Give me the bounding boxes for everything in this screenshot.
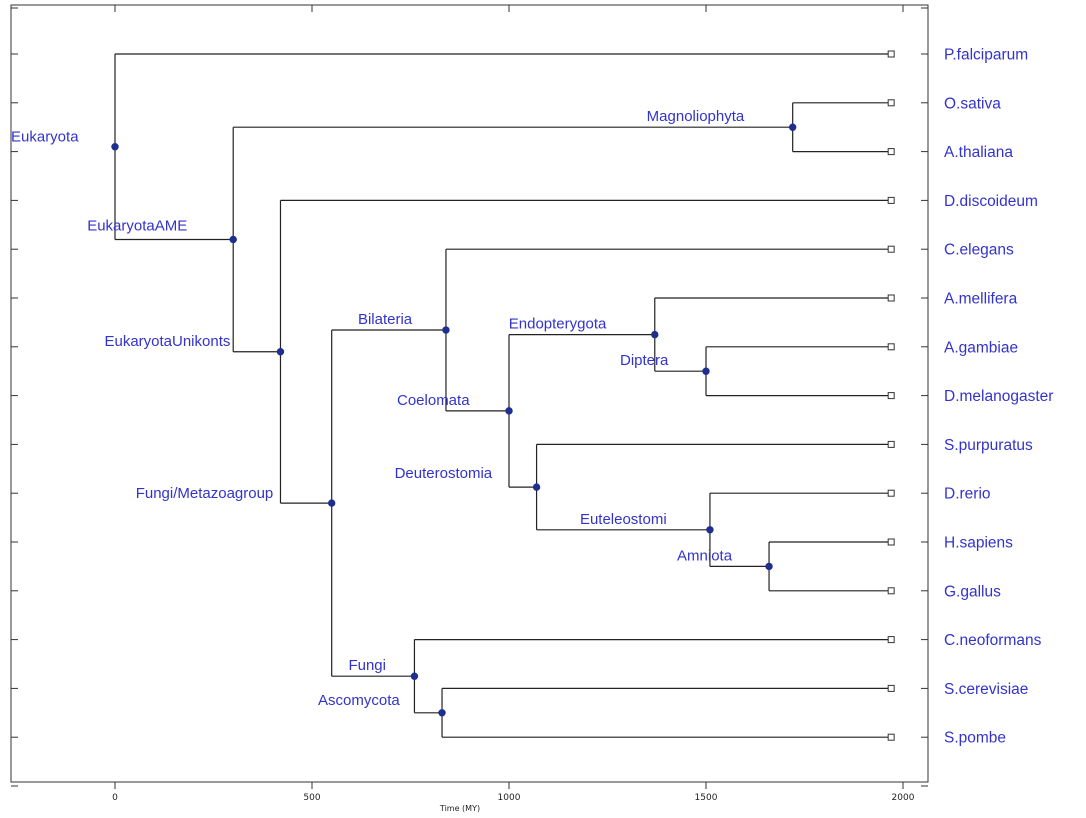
clade-label: Endopterygota xyxy=(509,316,607,333)
x-tick-label: 1500 xyxy=(695,793,718,803)
leaf-label: S.pombe xyxy=(944,730,1006,747)
leaf-label: A.mellifera xyxy=(944,291,1018,308)
leaf-label: D.rerio xyxy=(944,486,991,503)
clade-node xyxy=(651,330,659,339)
clade-node xyxy=(532,483,541,491)
leaf-marker xyxy=(887,440,895,448)
leaf-marker xyxy=(887,148,895,156)
clade-node xyxy=(229,235,237,244)
leaf-label: S.cerevisiae xyxy=(944,681,1028,698)
clade-label: Euteleostomi xyxy=(580,511,667,528)
clade-node xyxy=(276,348,285,356)
clade-node xyxy=(442,326,450,334)
leaf-label: H.sapiens xyxy=(944,535,1013,552)
clade-label: Bilateria xyxy=(358,311,413,328)
tree-branches xyxy=(114,53,892,738)
clade-nodes xyxy=(111,123,797,717)
leaf-marker xyxy=(887,245,895,253)
clade-labels: Eukaryota EukaryotaAME Magnoliophyta Eukary… xyxy=(11,108,745,709)
clade-label: Diptera xyxy=(620,352,669,369)
leaf-marker xyxy=(887,733,895,741)
clade-label: Fungi xyxy=(348,657,386,674)
clade-label: Eukaryota xyxy=(11,129,79,146)
clade-node xyxy=(438,709,446,717)
leaf-labels: P.falciparum O.sativa A.thaliana D.discoide… xyxy=(944,47,1053,747)
clade-label: Magnoliophyta xyxy=(647,108,745,125)
leaf-marker xyxy=(887,392,895,400)
leaf-label: G.gallus xyxy=(944,583,1001,600)
clade-label: Fungi/Metazoagroup xyxy=(136,485,274,502)
leaf-marker xyxy=(887,196,895,204)
right-tick-marks xyxy=(921,7,928,787)
clade-node xyxy=(788,123,797,131)
leaf-label: D.discoideum xyxy=(944,193,1038,210)
x-tick-label: 0 xyxy=(112,793,118,803)
leaf-markers xyxy=(887,50,895,741)
x-tick-label: 2000 xyxy=(892,793,915,803)
leaf-label: P.falciparum xyxy=(944,47,1028,64)
clade-node xyxy=(410,672,419,680)
leaf-label: D.melanogaster xyxy=(944,388,1053,405)
plot-frame xyxy=(10,4,929,783)
clade-label: EukaryotaAME xyxy=(87,217,187,234)
leaf-marker xyxy=(887,587,895,595)
left-tick-marks xyxy=(11,7,18,787)
leaf-marker xyxy=(887,684,895,692)
clade-node xyxy=(328,499,336,507)
clade-node xyxy=(111,143,119,151)
clade-label: Coelomata xyxy=(397,392,470,409)
leaf-marker xyxy=(887,343,895,351)
clade-node xyxy=(505,407,513,415)
x-axis: 0 500 1000 1500 2000 xyxy=(112,5,915,803)
clade-label: Deuterostomia xyxy=(395,465,493,482)
clade-node xyxy=(702,367,710,375)
clade-node xyxy=(765,562,773,571)
leaf-marker xyxy=(887,636,895,644)
clade-node xyxy=(706,526,714,534)
leaf-label: C.neoformans xyxy=(944,632,1042,649)
leaf-marker xyxy=(887,489,895,497)
leaf-marker xyxy=(887,50,895,58)
leaf-label: A.thaliana xyxy=(944,144,1013,161)
x-tick-label: 1000 xyxy=(498,793,521,803)
leaf-marker xyxy=(887,99,895,107)
clade-label: Ascomycota xyxy=(318,692,400,709)
clade-label: Amniota xyxy=(677,547,733,564)
leaf-label: A.gambiae xyxy=(944,339,1018,356)
clade-label: EukaryotaUnikonts xyxy=(104,333,230,350)
leaf-label: C.elegans xyxy=(944,242,1014,259)
leaf-marker xyxy=(887,294,895,302)
x-tick-label: 500 xyxy=(303,793,320,803)
leaf-label: O.sativa xyxy=(944,95,1001,112)
x-axis-title: Time (MY) xyxy=(439,804,480,813)
leaf-marker xyxy=(887,538,895,546)
leaf-label: S.purpuratus xyxy=(944,437,1033,454)
